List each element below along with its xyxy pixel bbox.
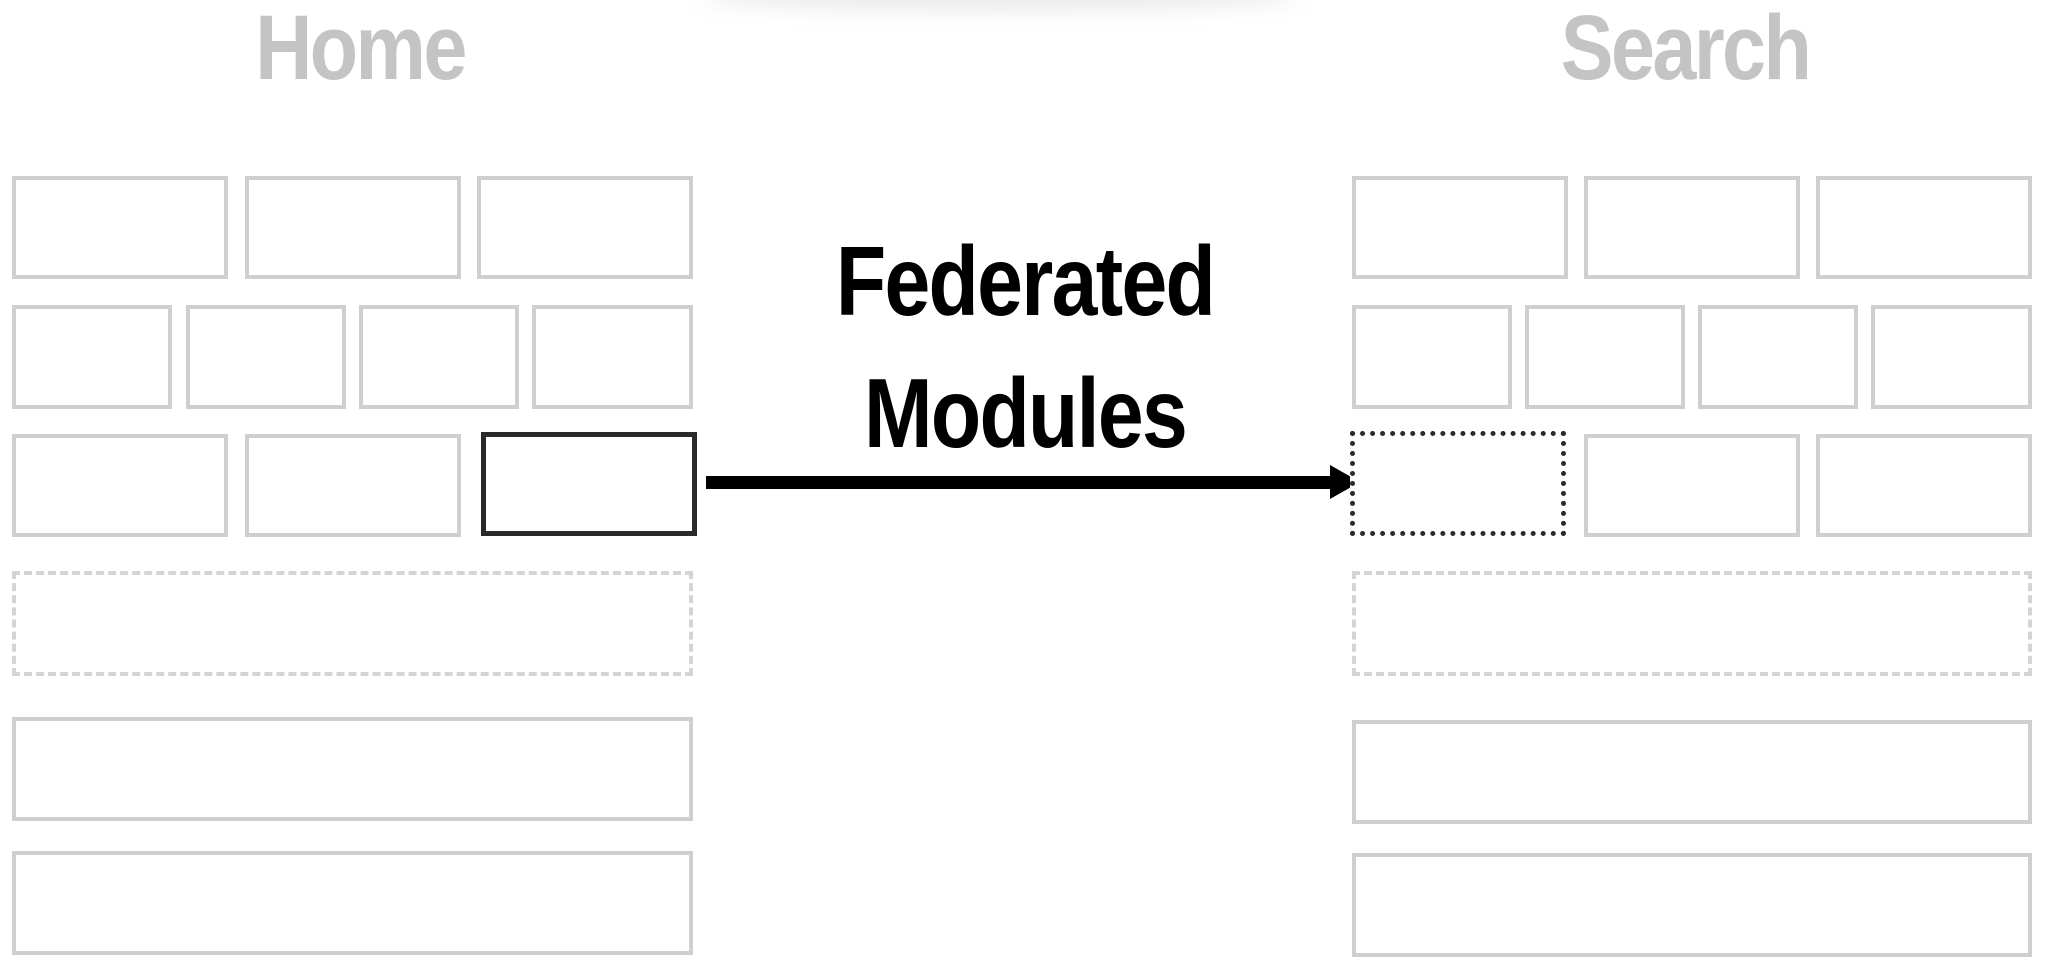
search-imported-module-slot [1350, 431, 1566, 536]
home-module-box [532, 305, 693, 409]
search-module-box [1352, 305, 1512, 409]
home-module-box [245, 434, 461, 537]
arrow-shaft [706, 476, 1336, 489]
search-section-box [1352, 853, 2032, 957]
search-module-box [1816, 176, 2032, 279]
search-module-box [1584, 176, 1800, 279]
search-title: Search [1560, 0, 1812, 99]
home-module-box [12, 305, 172, 409]
search-section-box [1352, 720, 2032, 824]
search-module-box [1525, 305, 1685, 409]
search-module-box [1584, 434, 1800, 537]
federated-modules-label: Federated Modules [769, 215, 1281, 479]
home-shared-module-box [481, 432, 697, 536]
home-module-box [186, 305, 346, 409]
label-line-1: Federated [835, 226, 1216, 336]
home-module-box [12, 434, 228, 537]
home-module-box [359, 305, 519, 409]
home-module-box [12, 176, 228, 279]
home-title: Home [255, 0, 467, 99]
home-module-box [245, 176, 461, 279]
search-module-box [1352, 176, 1568, 279]
home-placeholder-section [12, 571, 693, 676]
search-module-box [1816, 434, 2032, 537]
home-section-box [12, 851, 693, 955]
label-line-2: Modules [863, 358, 1188, 468]
home-module-box [477, 176, 693, 279]
top-edge-shadow [700, 0, 1300, 10]
search-module-box [1871, 305, 2032, 409]
search-module-box [1698, 305, 1858, 409]
home-section-box [12, 717, 693, 821]
search-placeholder-section [1352, 571, 2032, 676]
